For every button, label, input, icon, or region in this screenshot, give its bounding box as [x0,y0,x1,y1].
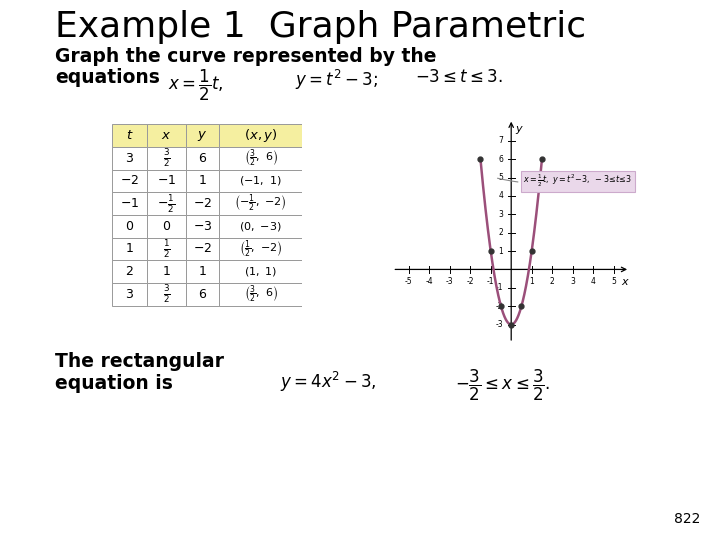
Text: $(-1,\ 1)$: $(-1,\ 1)$ [239,174,282,187]
Text: Example 1  Graph Parametric: Example 1 Graph Parametric [55,10,586,44]
Text: $\left(\frac{1}{2},\ {-2}\right)$: $\left(\frac{1}{2},\ {-2}\right)$ [239,238,282,260]
Text: -3: -3 [496,320,503,329]
Bar [186,124,219,147]
Bar [219,238,302,260]
Bar [112,283,148,306]
Text: 4: 4 [590,278,595,286]
Text: -5: -5 [405,278,413,286]
Bar [112,238,148,260]
Text: 5: 5 [498,173,503,182]
Text: Graph the curve represented by the: Graph the curve represented by the [55,47,436,66]
Bar [112,147,148,170]
Text: 822: 822 [674,512,700,526]
Text: $x = \dfrac{1}{2}t,$: $x = \dfrac{1}{2}t,$ [168,68,224,103]
Text: $-2$: $-2$ [193,197,212,210]
Bar [186,238,219,260]
Text: $\left(-\frac{1}{2},\ {-2}\right)$: $\left(-\frac{1}{2},\ {-2}\right)$ [234,193,287,214]
Text: 2: 2 [550,278,554,286]
Text: $3$: $3$ [125,288,134,301]
Bar [148,215,186,238]
Bar [148,238,186,260]
Bar [112,124,148,147]
Bar [219,170,302,192]
Text: $x$: $x$ [621,277,631,287]
Text: 4: 4 [498,192,503,200]
Bar [219,124,302,147]
Text: $\frac{3}{2}$: $\frac{3}{2}$ [163,147,170,169]
Text: $-2$: $-2$ [120,174,139,187]
Text: $1$: $1$ [198,174,207,187]
Text: 3: 3 [498,210,503,219]
Bar [219,192,302,215]
Text: $-3$: $-3$ [192,220,212,233]
Text: $0$: $0$ [125,220,134,233]
Bar [186,192,219,215]
Text: $y = t^2 - 3;$: $y = t^2 - 3;$ [295,68,378,92]
Text: $(1,\ 1)$: $(1,\ 1)$ [244,265,277,278]
Text: $-2$: $-2$ [193,242,212,255]
Bar [219,260,302,283]
Bar [148,124,186,147]
Text: $\frac{3}{2}$: $\frac{3}{2}$ [163,284,170,305]
Bar [186,283,219,306]
Bar [112,215,148,238]
Bar [148,192,186,215]
Text: $-1$: $-1$ [157,174,176,187]
Text: $3$: $3$ [125,152,134,165]
Text: -4: -4 [426,278,433,286]
Text: $2$: $2$ [125,265,134,278]
Text: $-\dfrac{3}{2} \leq x \leq \dfrac{3}{2}.$: $-\dfrac{3}{2} \leq x \leq \dfrac{3}{2}.… [455,368,550,403]
Bar [112,260,148,283]
Text: -2: -2 [467,278,474,286]
Text: $y = 4x^2 - 3,$: $y = 4x^2 - 3,$ [280,370,377,394]
Text: $6$: $6$ [198,152,207,165]
Bar [186,260,219,283]
Bar [186,215,219,238]
Text: The rectangular: The rectangular [55,352,224,371]
Bar [148,283,186,306]
Text: 6: 6 [498,155,503,164]
Text: $1$: $1$ [198,265,207,278]
Text: $-\frac{1}{2}$: $-\frac{1}{2}$ [158,193,176,214]
Bar [186,170,219,192]
Text: $1$: $1$ [125,242,134,255]
Bar [219,215,302,238]
Text: 1: 1 [529,278,534,286]
Text: -1: -1 [496,284,503,292]
Bar [186,147,219,170]
Text: $\left(\frac{3}{2},\ 6\right)$: $\left(\frac{3}{2},\ 6\right)$ [243,147,278,169]
Text: $1$: $1$ [162,265,171,278]
Bar [148,147,186,170]
Text: $x$: $x$ [161,129,171,142]
Text: -3: -3 [446,278,454,286]
Text: $y$: $y$ [515,124,524,136]
Text: 5: 5 [611,278,616,286]
Text: $x=\frac{1}{2}t,\ y=t^2\!-\!3,\ -3\!\leq\!t\!\leq\!3$: $x=\frac{1}{2}t,\ y=t^2\!-\!3,\ -3\!\leq… [498,173,633,190]
Text: 1: 1 [499,247,503,255]
Text: 2: 2 [499,228,503,237]
Text: equations: equations [55,68,160,87]
Text: $t$: $t$ [126,129,133,142]
Bar [219,147,302,170]
Bar [219,283,302,306]
Text: -2: -2 [496,302,503,310]
Text: -1: -1 [487,278,495,286]
Text: $0$: $0$ [162,220,171,233]
Bar [148,170,186,192]
Text: $(0,\ {-3})$: $(0,\ {-3})$ [239,220,282,233]
Text: $\frac{1}{2}$: $\frac{1}{2}$ [163,238,170,260]
Text: equation is: equation is [55,374,173,393]
Bar [112,170,148,192]
Bar [112,192,148,215]
Bar [148,260,186,283]
Text: $(x, y)$: $(x, y)$ [244,127,277,144]
Text: $-1$: $-1$ [120,197,139,210]
Text: $-3 \leq t \leq 3.$: $-3 \leq t \leq 3.$ [415,68,503,86]
Text: $\left(\frac{3}{2},\ 6\right)$: $\left(\frac{3}{2},\ 6\right)$ [243,284,278,305]
Text: 7: 7 [498,136,503,145]
Text: $y$: $y$ [197,129,207,143]
Text: $6$: $6$ [198,288,207,301]
Text: 3: 3 [570,278,575,286]
